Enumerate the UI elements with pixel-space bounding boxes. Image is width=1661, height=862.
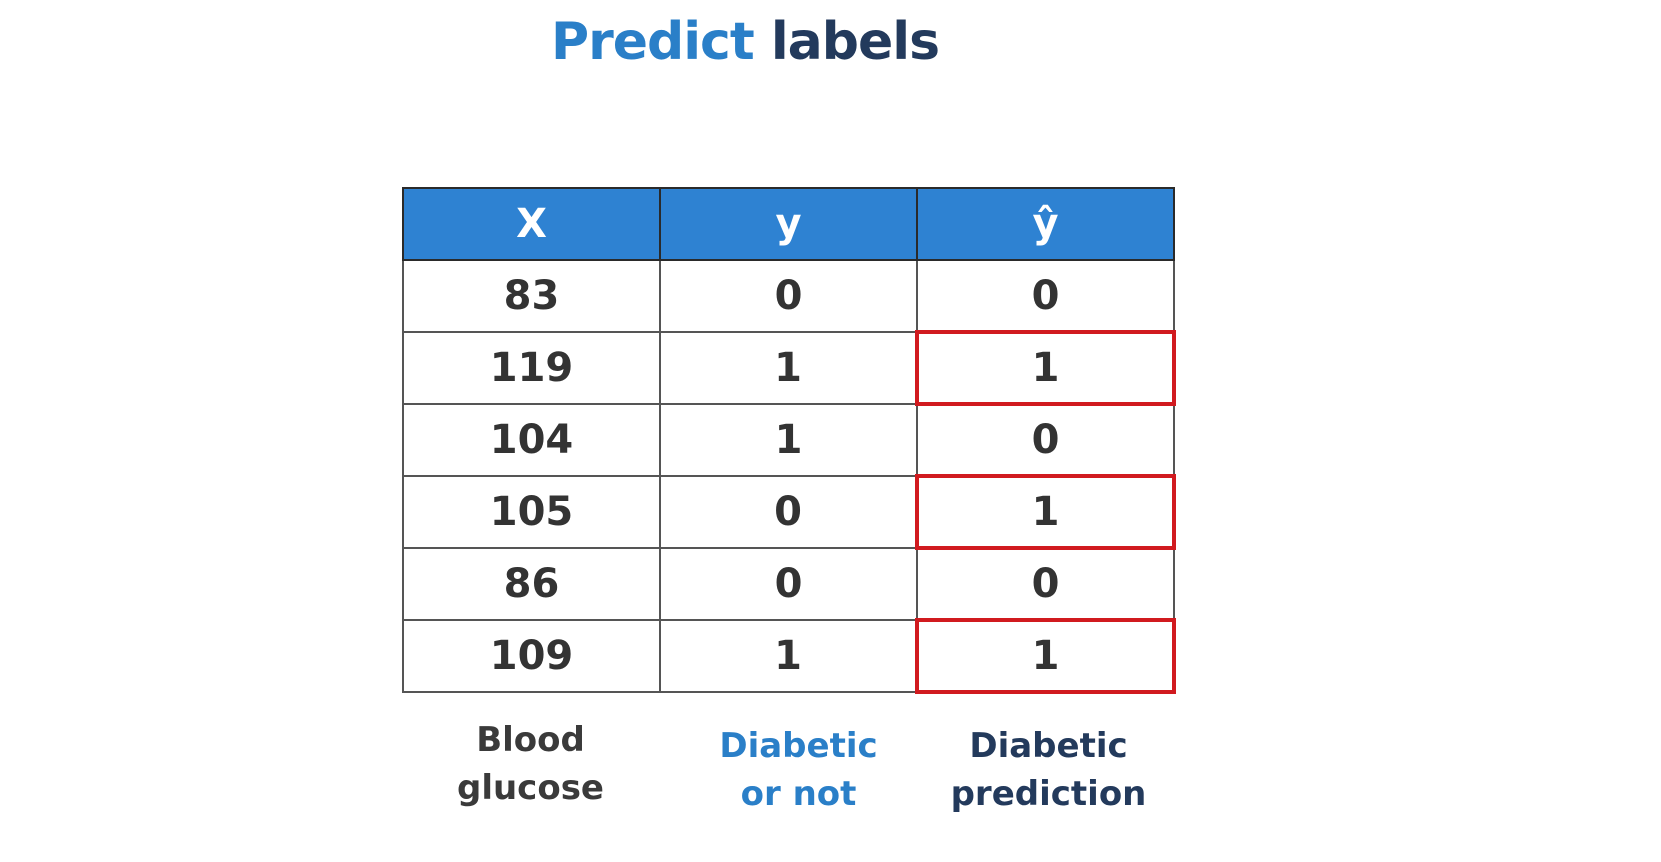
cell-yhat-highlighted: 1 bbox=[915, 330, 1176, 406]
cell-yhat: 0 bbox=[916, 403, 1175, 477]
table-row: 119 1 1 bbox=[402, 330, 1176, 406]
table-row: 105 0 1 bbox=[402, 474, 1176, 550]
cell-y: 0 bbox=[659, 259, 918, 333]
prediction-table: X y ŷ 83 0 0 119 1 1 104 1 0 105 0 1 86 … bbox=[402, 187, 1176, 694]
cell-y: 0 bbox=[659, 547, 918, 621]
caption-line: Blood bbox=[476, 720, 585, 760]
caption-line: prediction bbox=[950, 774, 1147, 814]
cell-x: 105 bbox=[402, 475, 661, 549]
header-x: X bbox=[402, 187, 661, 261]
page-title: Predict labels bbox=[0, 12, 1490, 72]
header-y: y bbox=[659, 187, 918, 261]
caption-line: Diabetic bbox=[719, 726, 878, 766]
title-word-predict: Predict bbox=[550, 12, 755, 72]
caption-line: Diabetic bbox=[969, 726, 1128, 766]
cell-x: 104 bbox=[402, 403, 661, 477]
caption-diabetic-or-not: Diabetic or not bbox=[670, 722, 927, 818]
cell-x: 119 bbox=[402, 331, 661, 405]
cell-yhat-highlighted: 1 bbox=[915, 474, 1176, 550]
title-word-labels: labels bbox=[770, 12, 940, 72]
caption-blood-glucose: Blood glucose bbox=[402, 716, 659, 812]
cell-yhat: 0 bbox=[916, 547, 1175, 621]
table-row: 86 0 0 bbox=[402, 547, 1175, 621]
cell-x: 83 bbox=[402, 259, 661, 333]
caption-diabetic-prediction: Diabetic prediction bbox=[920, 722, 1177, 818]
cell-y: 1 bbox=[659, 619, 918, 693]
caption-line: glucose bbox=[456, 768, 604, 808]
table-header-row: X y ŷ bbox=[402, 187, 1175, 261]
table-row: 83 0 0 bbox=[402, 259, 1175, 333]
cell-x: 86 bbox=[402, 547, 661, 621]
cell-y: 0 bbox=[659, 475, 918, 549]
table-row: 109 1 1 bbox=[402, 618, 1176, 694]
caption-line: or not bbox=[740, 774, 857, 814]
cell-y: 1 bbox=[659, 331, 918, 405]
cell-x: 109 bbox=[402, 619, 661, 693]
cell-y: 1 bbox=[659, 403, 918, 477]
table-row: 104 1 0 bbox=[402, 403, 1175, 477]
cell-yhat-highlighted: 1 bbox=[915, 618, 1176, 694]
header-yhat: ŷ bbox=[916, 187, 1175, 261]
cell-yhat: 0 bbox=[916, 259, 1175, 333]
